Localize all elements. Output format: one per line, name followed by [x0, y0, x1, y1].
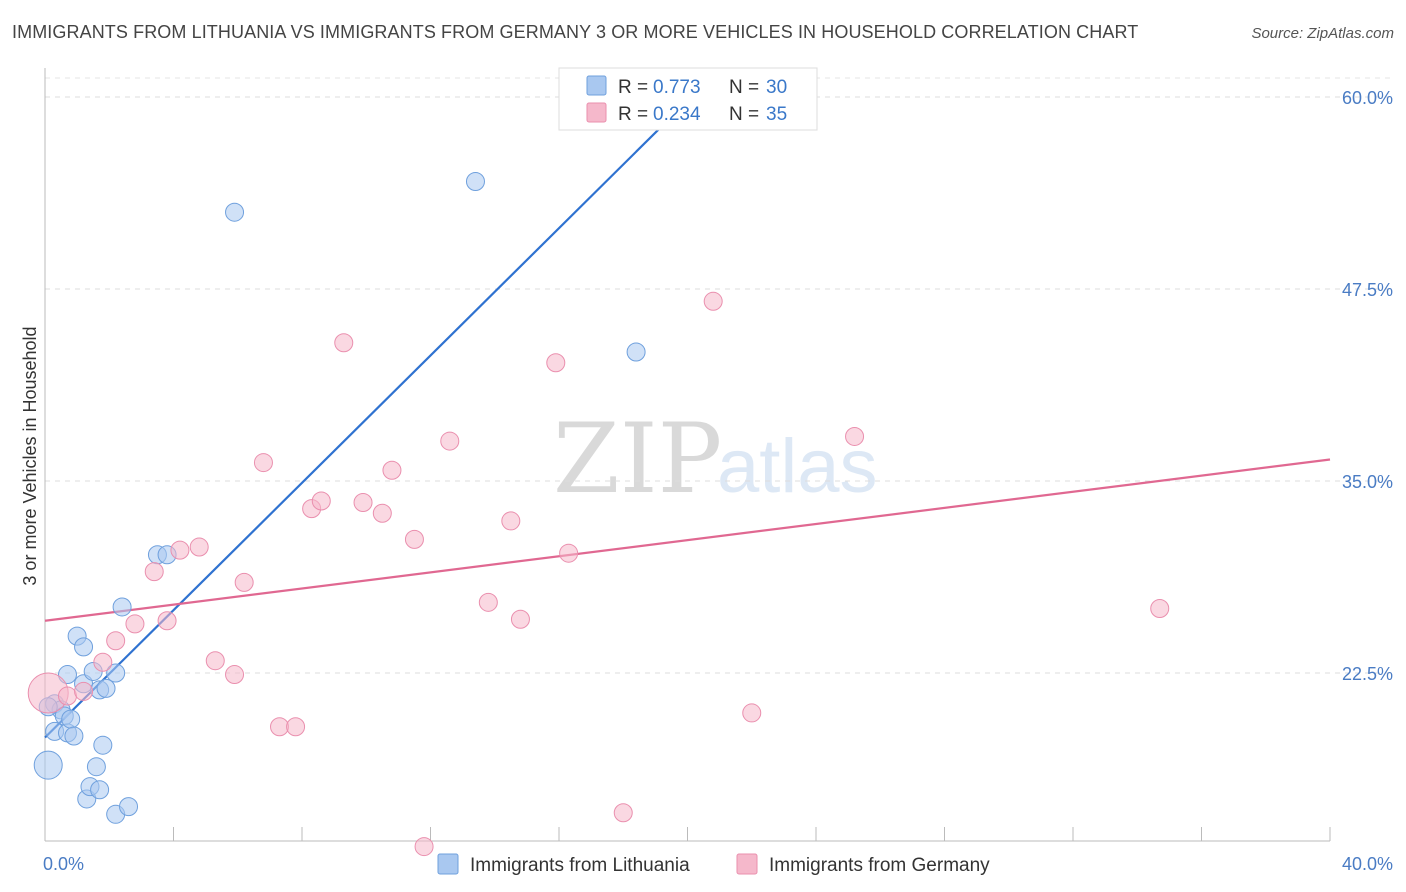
data-point: [559, 543, 579, 563]
data-point: [64, 726, 84, 746]
legend-n-value-lithuania: 30: [766, 77, 787, 98]
data-point: [334, 333, 354, 353]
x-tick-labels: 0.0% 40.0%: [43, 854, 1393, 874]
data-point: [74, 637, 94, 657]
data-point: [119, 797, 139, 817]
x-tick-label: 40.0%: [1342, 854, 1393, 874]
data-point: [845, 426, 865, 446]
data-point: [86, 757, 106, 777]
series-legend-label-germany: Immigrants from Germany: [769, 855, 990, 876]
data-point: [353, 493, 373, 513]
data-points: [27, 171, 1170, 857]
data-point: [225, 665, 245, 685]
data-point: [546, 353, 566, 373]
legend-swatch-lithuania: [586, 75, 607, 96]
y-tick-label: 47.5%: [1342, 280, 1393, 300]
series-germany: [27, 291, 1170, 857]
data-point: [106, 631, 126, 651]
data-point: [170, 540, 190, 560]
legend-n-value-germany: 35: [766, 104, 787, 125]
data-point: [510, 609, 530, 629]
data-point: [93, 652, 113, 672]
data-point: [626, 342, 646, 362]
y-axis-title: 3 or more Vehicles in Household: [20, 326, 40, 585]
data-point: [404, 529, 424, 549]
legend-r-value-lithuania: 0.773: [653, 77, 701, 98]
data-point: [74, 681, 94, 701]
trend-lines: [44, 122, 1331, 739]
y-tick-label: 60.0%: [1342, 88, 1393, 108]
data-point: [61, 709, 81, 729]
data-point: [90, 780, 110, 800]
y-tick-label: 22.5%: [1342, 664, 1393, 684]
data-point: [440, 431, 460, 451]
legend-r-label-germany: R =: [618, 104, 648, 125]
data-point: [96, 678, 116, 698]
data-point: [234, 572, 254, 592]
watermark-zip: ZIP: [553, 403, 722, 515]
data-point: [414, 837, 434, 857]
series-lithuania: [33, 171, 646, 824]
data-point: [270, 717, 290, 737]
data-point: [189, 537, 209, 557]
watermark: ZIP atlas: [553, 403, 878, 515]
data-point: [157, 611, 177, 631]
trend-line-lithuania: [44, 122, 666, 739]
y-tick-label: 35.0%: [1342, 472, 1393, 492]
legend-n-label-germany: N =: [729, 104, 759, 125]
data-point: [703, 291, 723, 311]
data-point: [372, 503, 392, 523]
data-point: [33, 750, 63, 780]
data-point: [106, 663, 126, 683]
data-point: [311, 491, 331, 511]
data-point: [742, 703, 762, 723]
data-point: [501, 511, 521, 531]
chart-title: IMMIGRANTS FROM LITHUANIA VS IMMIGRANTS …: [12, 22, 1139, 42]
data-point: [205, 651, 225, 671]
legend-swatch-germany: [586, 102, 607, 123]
data-point: [225, 202, 245, 222]
data-point: [93, 735, 113, 755]
data-point: [144, 562, 164, 582]
data-point: [112, 597, 132, 617]
y-tick-labels: 22.5% 35.0% 47.5% 60.0%: [1342, 88, 1393, 684]
trend-line-germany: [44, 458, 1331, 622]
data-point: [253, 453, 273, 473]
data-point: [57, 686, 77, 706]
stats-legend: R = 0.773 N = 30 R = 0.234 N = 35: [558, 67, 818, 131]
data-point: [465, 171, 485, 191]
legend-r-label-lithuania: R =: [618, 77, 648, 98]
data-point: [613, 803, 633, 823]
data-point: [125, 614, 145, 634]
legend-n-label-lithuania: N =: [729, 77, 759, 98]
series-legend: Immigrants from Lithuania Immigrants fro…: [437, 853, 990, 876]
series-legend-label-lithuania: Immigrants from Lithuania: [470, 855, 690, 876]
data-point: [478, 592, 498, 612]
data-point: [382, 460, 402, 480]
legend-r-value-germany: 0.234: [653, 104, 701, 125]
data-point: [1150, 598, 1170, 618]
series-legend-swatch-lithuania: [437, 853, 459, 875]
series-legend-swatch-germany: [736, 853, 758, 875]
x-tick-label: 0.0%: [43, 854, 84, 874]
source-label: Source: ZipAtlas.com: [1251, 25, 1394, 42]
data-point: [286, 717, 306, 737]
